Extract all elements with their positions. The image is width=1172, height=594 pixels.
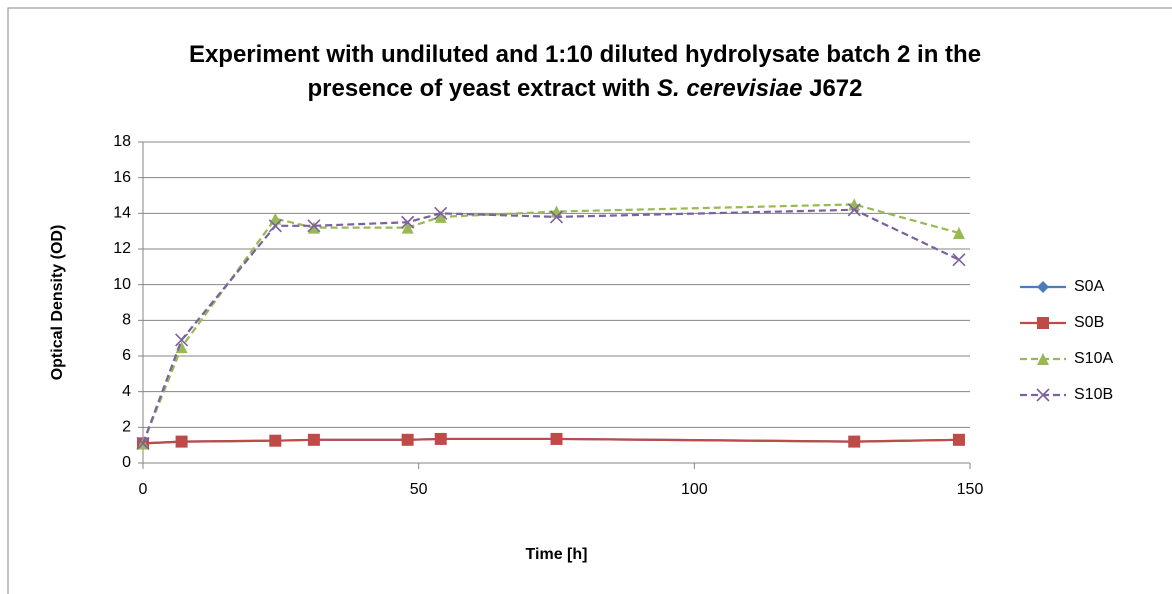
marker xyxy=(307,219,321,233)
y-tick-label: 16 xyxy=(113,169,131,186)
marker xyxy=(434,432,447,445)
legend-label: S10A xyxy=(1074,350,1113,367)
marker xyxy=(549,210,564,224)
y-tick-label: 10 xyxy=(113,276,131,293)
chart-frame xyxy=(7,7,1172,594)
marker xyxy=(952,433,965,446)
marker xyxy=(175,435,188,448)
x-axis-label: Time [h] xyxy=(526,546,588,563)
y-tick-label: 18 xyxy=(113,133,131,150)
marker xyxy=(434,210,447,223)
marker xyxy=(952,226,965,239)
marker xyxy=(401,221,414,234)
marker xyxy=(401,215,415,229)
legend-marker xyxy=(1036,388,1050,402)
legend-label: S0A xyxy=(1074,278,1105,295)
marker xyxy=(307,433,320,446)
y-tick-label: 6 xyxy=(122,347,131,364)
y-tick-label: 2 xyxy=(122,419,131,436)
legend-marker xyxy=(1037,317,1049,329)
y-tick-label: 4 xyxy=(122,383,131,400)
marker xyxy=(136,436,150,450)
x-tick-label: 150 xyxy=(957,481,984,498)
x-tick-label: 50 xyxy=(410,481,428,498)
title-run: presence of yeast extract with xyxy=(308,75,657,102)
marker xyxy=(269,212,282,225)
marker xyxy=(307,221,320,234)
x-tick-label: 100 xyxy=(681,481,708,498)
title-run: J672 xyxy=(802,75,862,102)
marker xyxy=(175,333,189,347)
title-run: Experiment with undiluted and 1:10 dilut… xyxy=(189,41,981,68)
marker xyxy=(434,206,448,220)
y-axis-label: Optical Density (OD) xyxy=(49,225,66,381)
marker xyxy=(952,253,966,267)
chart-title: presence of yeast extract with S. cerevi… xyxy=(308,75,863,102)
title-run: S. cerevisiae xyxy=(657,75,802,102)
marker xyxy=(550,432,563,445)
marker xyxy=(401,433,414,446)
legend-label: S0B xyxy=(1074,314,1104,331)
y-tick-label: 12 xyxy=(113,240,131,257)
y-tick-label: 0 xyxy=(122,454,131,471)
legend-marker xyxy=(1037,353,1049,365)
chart-title: Experiment with undiluted and 1:10 dilut… xyxy=(189,41,981,68)
x-tick-label: 0 xyxy=(139,481,148,498)
marker xyxy=(847,203,861,217)
legend-marker xyxy=(1037,281,1049,293)
y-tick-label: 14 xyxy=(113,205,131,222)
legend-label: S10B xyxy=(1074,386,1113,403)
marker xyxy=(268,219,282,233)
marker xyxy=(269,434,282,447)
y-tick-label: 8 xyxy=(122,312,131,329)
marker xyxy=(848,435,861,448)
